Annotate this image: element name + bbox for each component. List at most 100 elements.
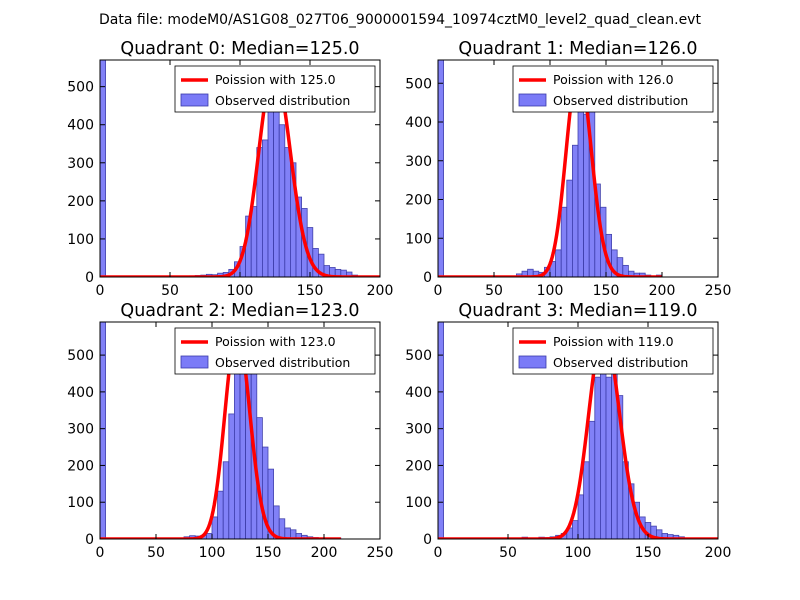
y-tick-label: 0: [423, 270, 432, 286]
x-tick-label: 200: [367, 283, 394, 299]
x-tick-label: 100: [227, 283, 254, 299]
y-tick-label: 100: [405, 495, 432, 511]
histogram-bar: [555, 249, 562, 277]
histogram-bar: [577, 90, 584, 277]
plot-area: [100, 60, 380, 277]
histogram-bar: [205, 533, 213, 539]
x-tick-label: 50: [147, 545, 165, 561]
y-tick-label: 200: [67, 458, 94, 474]
histogram-bar-zero-bin: [438, 322, 444, 539]
histogram-bar: [594, 376, 601, 539]
x-tick-label: 0: [96, 283, 105, 299]
legend-hist-label: Observed distribution: [215, 355, 350, 370]
legend-hist-swatch: [180, 93, 209, 107]
y-tick-label: 0: [85, 532, 94, 548]
x-tick-label: 250: [367, 545, 394, 561]
plot-area: [438, 60, 663, 277]
axes-frame: [437, 59, 719, 278]
legend-hist-swatch: [518, 355, 547, 369]
histogram-bar: [572, 144, 579, 277]
x-tick-label: 50: [161, 283, 179, 299]
quadrant-panel-0: 0 50 100 150 200 0 100 200 300 400 500 Quadrant 0: …: [67, 39, 393, 299]
y-tick-label: 500: [67, 80, 94, 96]
quadrant-panel-2: 0 50 100 150 200 250 0 100 200 300 400 500 Quadrant …: [67, 301, 393, 561]
histogram-bar: [278, 124, 286, 277]
y-tick-label: 300: [405, 154, 432, 170]
legend-hist-label: Observed distribution: [215, 93, 350, 108]
y-tick-label: 400: [405, 385, 432, 401]
histogram-bar: [267, 468, 274, 539]
legend-hist-swatch: [518, 93, 547, 107]
x-tick-label: 50: [485, 283, 503, 299]
x-tick-label: 250: [705, 283, 732, 299]
y-tick-label: 300: [67, 422, 94, 438]
x-tick-label: 150: [297, 283, 324, 299]
x-tick-label: 100: [565, 545, 592, 561]
quadrant-panel-3: 0 50 100 150 200 0 100 200 300 400 500 Quadrant 3: …: [405, 301, 731, 561]
quadrant-title: Quadrant 0: Median=125.0: [120, 39, 359, 59]
histogram-bar: [588, 420, 596, 539]
y-tick-label: 400: [405, 115, 432, 131]
quadrant-title: Quadrant 2: Median=123.0: [120, 301, 359, 321]
y-tick-label: 200: [405, 193, 432, 209]
histogram-bar: [217, 490, 224, 539]
histogram-bar: [211, 516, 218, 539]
legend-hist-label: Observed distribution: [553, 93, 688, 108]
histogram-bar: [261, 139, 269, 277]
x-tick-label: 200: [311, 545, 338, 561]
histogram-bar: [228, 413, 235, 539]
x-tick-label: 200: [649, 283, 676, 299]
histogram-bar: [222, 461, 230, 539]
x-tick-label: 200: [705, 545, 732, 561]
histogram-bar-zero-bin: [438, 60, 444, 277]
histogram-bar: [605, 376, 612, 539]
histogram-bar: [577, 494, 584, 539]
histogram-bar-zero-bin: [100, 60, 106, 277]
y-tick-label: 500: [405, 76, 432, 92]
figure-title: Data file: modeM0/AS1G08_027T06_90000015…: [99, 12, 701, 28]
poisson-fit-line: [100, 328, 342, 539]
y-tick-label: 100: [67, 232, 94, 248]
histogram-bar: [560, 206, 568, 277]
x-tick-label: 150: [255, 545, 282, 561]
y-tick-label: 400: [67, 385, 94, 401]
legend-fit-label: Poission with 119.0: [553, 334, 674, 349]
quadrant-panel-1: 0 50 100 150 200 250 0 100 200 300 400 500 Quadrant …: [405, 39, 731, 299]
y-tick-label: 300: [67, 156, 94, 172]
histogram-bar: [233, 347, 241, 539]
x-tick-label: 100: [537, 283, 564, 299]
plot-area: [100, 322, 342, 539]
y-tick-label: 500: [405, 348, 432, 364]
x-tick-label: 50: [499, 545, 517, 561]
histogram-bar: [583, 461, 590, 539]
legend-fit-label: Poission with 126.0: [553, 72, 674, 87]
x-tick-label: 0: [434, 545, 443, 561]
quadrant-title: Quadrant 3: Median=119.0: [458, 301, 697, 321]
histogram-bar: [572, 520, 579, 539]
y-tick-label: 400: [67, 118, 94, 134]
x-tick-label: 150: [635, 545, 662, 561]
legend-hist-label: Observed distribution: [553, 355, 688, 370]
histogram-bar: [278, 518, 286, 539]
axes-frame: [99, 321, 381, 540]
y-tick-label: 100: [405, 231, 432, 247]
x-tick-label: 0: [434, 283, 443, 299]
y-tick-label: 200: [67, 194, 94, 210]
y-tick-label: 500: [67, 348, 94, 364]
y-tick-label: 300: [405, 422, 432, 438]
y-tick-label: 200: [405, 458, 432, 474]
legend-fit-label: Poission with 125.0: [215, 72, 336, 87]
x-tick-label: 100: [199, 545, 226, 561]
y-tick-label: 100: [67, 495, 94, 511]
legend-fit-label: Poission with 123.0: [215, 334, 336, 349]
y-tick-label: 0: [85, 270, 94, 286]
histogram-bar: [284, 147, 291, 277]
histogram-bar: [267, 107, 274, 277]
y-tick-label: 0: [423, 532, 432, 548]
histogram-bar: [250, 206, 258, 277]
quadrant-title: Quadrant 1: Median=126.0: [458, 39, 697, 59]
histogram-bar: [566, 179, 573, 277]
x-tick-label: 150: [593, 283, 620, 299]
